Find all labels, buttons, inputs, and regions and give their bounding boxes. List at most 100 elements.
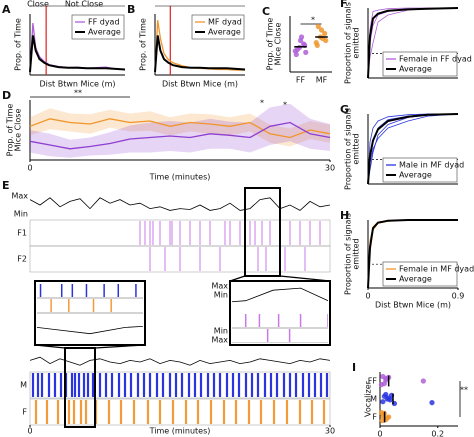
row-label: M [20,381,27,390]
point [294,47,300,53]
legend-box [382,51,458,77]
y-tick-label: M [370,395,377,404]
y-axis-label: Proportion of signals [344,213,353,295]
point [420,378,426,384]
panel-label: H [340,209,349,222]
trace [29,356,331,366]
inset [37,284,143,335]
row-frame [29,245,331,273]
point [383,375,389,381]
trace-label: Max [211,282,228,291]
y-axis-label: Prop. of Time [266,18,275,71]
panel-label: C [262,5,270,18]
connector [94,344,146,349]
inset-trace [37,325,143,335]
row-label: F1 [17,229,27,238]
point [387,397,393,403]
row-frame [29,398,331,426]
error-band [30,108,330,147]
y-axis-label: emitted [352,27,361,58]
point [378,382,385,388]
point [293,51,299,58]
legend-box [382,261,458,287]
panel-label: A [2,3,11,16]
x-tick-label: MF [316,76,328,85]
panel-label: D [2,89,11,102]
legend-box [191,14,245,40]
line [29,118,331,139]
line [367,7,459,79]
annotation: ** [460,386,468,395]
trace-label: Min [14,210,28,219]
line [367,113,459,185]
y-axis-label: Mice Close [274,23,283,66]
line [29,35,126,73]
y-axis-label: Prop. of Time [14,18,23,71]
y-axis-label: Proportion of signals [344,2,353,84]
legend-box [382,157,458,183]
trace-label: Max [211,336,228,345]
legend-box [71,14,125,40]
point [322,30,328,37]
panel-label: F [340,0,348,10]
row-label: F2 [17,255,27,264]
y-axis-label: emitted [352,133,361,164]
x-tick-label: 30 [325,427,335,436]
connector [229,275,246,282]
point [303,49,309,56]
x-axis-label: Time (minutes) [149,427,211,436]
panel-label: E [2,179,10,192]
x-tick-label: 0.2 [431,430,444,437]
y-axis-label: Vocalizer [364,380,373,417]
point [298,34,305,40]
x-axis-label: Dist Btwn Mice (m) [39,80,115,89]
point [318,27,325,33]
y-axis-label: Proportion of signals [344,108,353,190]
trace [29,197,331,211]
line [367,219,458,289]
legend-label: Average [208,28,241,37]
annotation: ** [74,89,82,98]
legend-label: MF dyad [208,18,242,27]
zoom-window [244,187,281,277]
annotation: Not Close [65,0,103,9]
legend-label: Average [88,28,121,37]
y-tick-label: FF [368,377,378,386]
x-tick-label: 0 [27,427,32,436]
legend-label: Average [399,171,432,180]
trace-label: Min [214,291,228,300]
point [429,400,435,406]
x-tick-label: 0 [377,430,382,437]
annotation: * [283,101,287,110]
x-axis-label: Dist Btwn Mice (m) [162,80,238,89]
line [29,121,331,150]
x-tick-label: 0 [27,164,32,173]
legend-label: Male in MF dyad [399,161,464,170]
legend-label: Average [399,275,432,284]
legend-label: FF dyad [88,18,120,27]
panel-label: B [127,3,135,16]
row-label: F [22,408,27,417]
point [380,399,386,405]
panel-label: I [352,361,356,374]
annotation: * [260,99,264,108]
row-frame [29,371,331,399]
y-axis-label: emitted [352,238,361,269]
line [154,35,246,73]
y-axis-label: Prop. of Time [139,18,148,71]
x-tick-label: 0.9 [452,292,465,301]
x-tick-label: 0 [365,292,370,301]
point [384,415,390,421]
y-axis-label: Mice Close [14,109,23,152]
zoom-window [64,347,96,428]
trace-label: Max [11,192,28,201]
point [315,23,321,30]
trace-label: Min [214,327,228,336]
point [381,393,387,399]
x-tick-label: 30 [325,164,335,173]
connector [34,344,66,349]
x-axis-label: Dist Btwn Mice (m) [375,301,451,310]
inset-frame [229,280,331,346]
x-axis-label: Time (minutes) [149,173,211,182]
